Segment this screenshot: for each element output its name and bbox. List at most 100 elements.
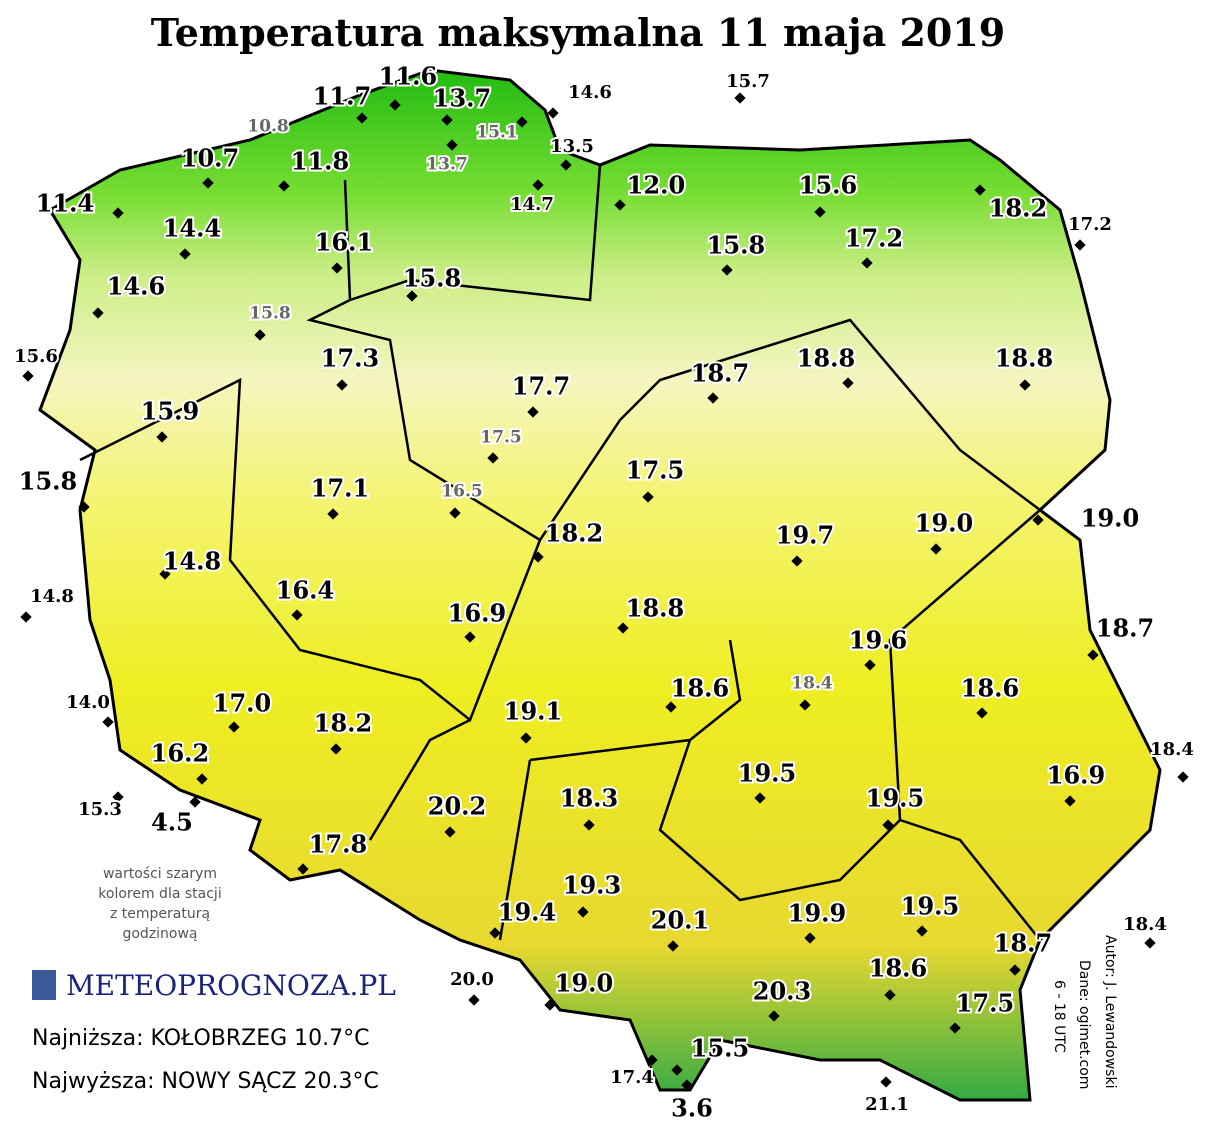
station-value: 13.5: [550, 136, 594, 157]
note-line: wartości szarym: [103, 866, 217, 882]
station-marker: [1074, 239, 1086, 251]
station-value: 15.3: [78, 799, 122, 820]
station-marker: [976, 707, 988, 719]
hourly-station-value: 15.8: [249, 304, 290, 324]
note-line: godzinową: [122, 926, 197, 942]
station-value: 19.0: [555, 969, 613, 998]
station-value: 16.4: [276, 576, 334, 605]
station-marker: [156, 431, 168, 443]
station-value: 17.1: [311, 474, 369, 503]
station-marker: [102, 716, 114, 728]
station-marker: [1009, 964, 1021, 976]
hourly-station-value: 10.8: [247, 117, 288, 137]
station-value: 17.5: [956, 989, 1014, 1018]
station-marker: [444, 826, 456, 838]
station-value: 16.9: [1047, 761, 1105, 790]
title: Temperatura maksymalna 11 maja 2019: [151, 10, 1005, 55]
note: wartości szarym kolorem dla stacji z tempe…: [98, 866, 221, 942]
station-value: 18.2: [989, 194, 1047, 223]
station-marker: [330, 743, 342, 755]
station-value: 18.8: [797, 344, 855, 373]
station-value: 17.7: [512, 372, 570, 401]
station-value: 20.3: [753, 977, 811, 1006]
station-value: 21.1: [865, 1094, 909, 1115]
station-marker: [814, 206, 826, 218]
station-marker: [327, 508, 339, 520]
station-marker: [665, 701, 677, 713]
station-marker: [489, 927, 501, 939]
station-marker: [768, 1010, 780, 1022]
station-marker: [864, 659, 876, 671]
station-marker: [544, 999, 556, 1011]
station-marker: [336, 379, 348, 391]
station-value: 15.6: [14, 346, 58, 367]
credit: Dane: ogimet.com: [1076, 960, 1092, 1089]
station-marker: [202, 177, 214, 189]
station-marker: [721, 264, 733, 276]
station-value: 19.5: [866, 784, 924, 813]
station-value: 17.8: [309, 830, 367, 859]
station-value: 17.4: [610, 1067, 654, 1088]
station-value: 18.6: [961, 674, 1019, 703]
station-marker: [254, 329, 266, 341]
station-marker: [520, 732, 532, 744]
station-marker: [930, 543, 942, 555]
station-value: 19.6: [849, 626, 907, 655]
station-marker: [196, 773, 208, 785]
region-borders: [79, 164, 1041, 941]
station-marker: [974, 184, 986, 196]
station-marker: [583, 819, 595, 831]
station-marker: [297, 863, 309, 875]
station-marker: [1177, 771, 1189, 783]
note-line: z temperaturą: [110, 906, 210, 922]
station-value: 13.7: [433, 84, 491, 113]
station-value: 14.6: [568, 82, 612, 103]
station-marker: [446, 139, 458, 151]
station-value: 18.2: [545, 519, 603, 548]
station-value: 11.4: [36, 189, 94, 218]
note-line: kolorem dla stacji: [98, 886, 221, 902]
poland-shape: [38, 68, 1162, 1102]
station-marker: [22, 370, 34, 382]
station-marker: [880, 1076, 892, 1088]
credit: Autor: J. Lewandowski: [1102, 935, 1118, 1088]
credit: 6 - 18 UTC: [1051, 980, 1067, 1053]
station-marker: [179, 248, 191, 260]
hourly-station-value: 15.1: [476, 123, 517, 143]
station-value: 20.2: [428, 792, 486, 821]
station-value: 18.7: [994, 929, 1052, 958]
station-value: 17.2: [845, 224, 903, 253]
station-value: 20.1: [651, 906, 709, 935]
station-marker: [916, 925, 928, 937]
station-marker: [1087, 649, 1099, 661]
station-marker: [1144, 937, 1156, 949]
station-value: 14.0: [66, 692, 110, 713]
station-value: 18.8: [626, 594, 684, 623]
station-value: 19.5: [738, 759, 796, 788]
station-value: 18.8: [995, 344, 1053, 373]
station-value: 15.6: [799, 171, 857, 200]
station-value: 14.7: [510, 194, 554, 215]
station-value: 17.2: [1068, 214, 1112, 235]
station-value: 16.1: [315, 228, 373, 257]
station-value: 19.1: [504, 697, 562, 726]
station-value: 3.6: [671, 1094, 713, 1123]
station-value: 18.4: [1123, 914, 1167, 935]
station-value: 18.3: [560, 784, 618, 813]
station-marker: [681, 1079, 693, 1091]
station-marker: [228, 721, 240, 733]
station-value: 19.3: [563, 871, 621, 900]
station-value: 10.7: [181, 144, 239, 173]
station-marker: [861, 257, 873, 269]
hourly-station-value: 16.5: [441, 482, 482, 502]
station-value: 14.8: [163, 547, 221, 576]
station-marker: [577, 906, 589, 918]
station-value: 17.0: [213, 689, 271, 718]
station-marker: [671, 1064, 683, 1076]
station-value: 18.6: [869, 954, 927, 983]
lowest: Najniższa: KOŁOBRZEG 10.7°C: [32, 1026, 370, 1051]
highest: Najwyższa: NOWY SĄCZ 20.3°C: [32, 1069, 379, 1094]
station-value: 15.8: [707, 231, 765, 260]
station-value: 14.4: [163, 214, 221, 243]
